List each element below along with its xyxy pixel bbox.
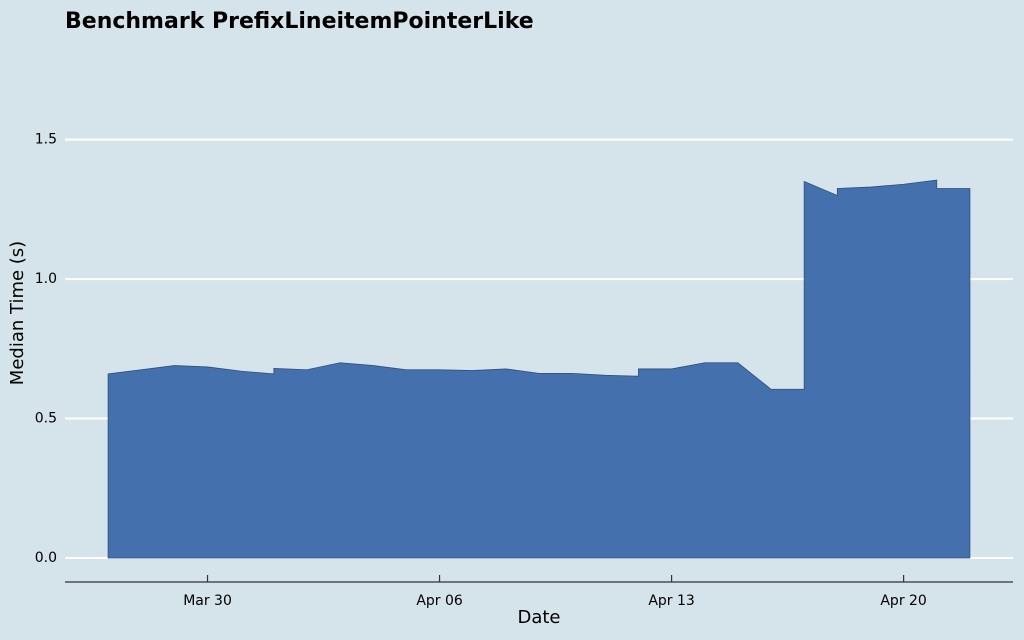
- x-tick-label: Apr 13: [648, 593, 694, 609]
- y-axis-label: Median Time (s): [7, 241, 28, 385]
- x-tick-label: Apr 06: [416, 593, 463, 609]
- y-tick-label: 0.0: [35, 550, 57, 566]
- x-tick-label: Apr 20: [880, 593, 926, 609]
- y-tick-label: 0.5: [35, 411, 57, 427]
- x-axis-label: Date: [517, 607, 560, 628]
- area: [107, 179, 971, 559]
- chart-title: Benchmark PrefixLineitemPointerLike: [65, 9, 534, 34]
- y-tick-label: 1.0: [35, 271, 57, 287]
- x-tick-label: Mar 30: [183, 593, 232, 609]
- y-tick-label: 1.5: [35, 132, 57, 148]
